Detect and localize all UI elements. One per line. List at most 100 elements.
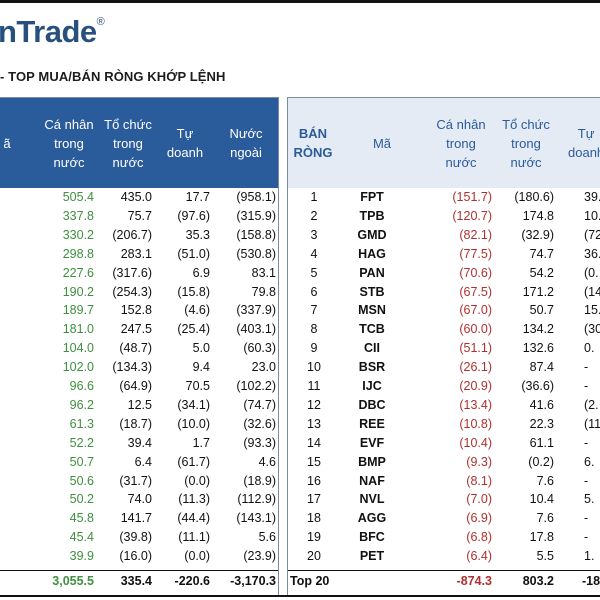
table-row: 19 BFC (6.8) 17.8 -: [288, 528, 600, 546]
cell-institution: (206.7): [112, 227, 152, 242]
cell-individual: (77.5): [459, 246, 492, 261]
cell-foreign: 23.0: [251, 360, 276, 375]
cell-institution: 41.6: [529, 397, 554, 412]
top-border: [0, 0, 600, 3]
cell-individual: 50.6: [69, 473, 94, 488]
table-row: 330.2 (206.7) 35.3 (158.8): [0, 226, 278, 244]
cell-rank: 18: [307, 511, 321, 526]
cell-proprietary: -: [584, 473, 589, 488]
table-row: 14 EVF (10.4) 61.1 -: [288, 434, 600, 452]
cell-proprietary: 6.9: [192, 265, 210, 280]
cell-individual: 102.0: [62, 360, 94, 375]
cell-individual: (60.0): [459, 322, 492, 337]
cell-institution: (64.9): [119, 379, 152, 393]
cell-proprietary: 70.5: [185, 379, 210, 393]
cell-institution: (16.0): [119, 549, 152, 564]
cell-code: PAN: [359, 265, 385, 280]
cell-code: DBC: [358, 397, 386, 412]
cell-proprietary: (2.: [584, 397, 599, 412]
cell-code: BMP: [358, 454, 386, 469]
cell-proprietary: (25.4): [177, 322, 210, 337]
cell-foreign: 79.8: [251, 284, 276, 299]
cell-institution: 74.7: [529, 246, 554, 261]
cell-proprietary: (72.: [584, 227, 600, 242]
cell-rank: 14: [307, 435, 321, 450]
table-row: 96.6 (64.9) 70.5 (102.2): [0, 377, 278, 395]
cell-proprietary: 15.: [584, 303, 600, 318]
cell-proprietary: 1.: [584, 549, 595, 564]
cell-rank: 11: [307, 379, 321, 393]
table-row: 3 GMD (82.1) (32.9) (72.: [288, 226, 600, 244]
cell-individual: (10.8): [459, 416, 492, 431]
total-label: Top 20: [290, 574, 330, 588]
cell-individual: 298.8: [62, 246, 94, 261]
cell-code: BFC: [359, 530, 385, 545]
cell-proprietary: 35.3: [185, 227, 210, 242]
cell-code: CII: [364, 341, 380, 356]
table-row: 96.2 12.5 (34.1) (74.7): [0, 396, 278, 414]
net-sell-table: BÁN RÒNG Mã Cá nhân trong nước Tổ chức t…: [287, 97, 600, 597]
cell-proprietary: (61.7): [177, 454, 210, 469]
cell-foreign: 4.6: [258, 454, 276, 469]
cell-institution: 171.2: [522, 284, 554, 299]
cell-foreign: (93.3): [243, 435, 276, 450]
cell-proprietary: (0.0): [184, 549, 210, 564]
cell-institution: 152.8: [120, 303, 152, 318]
header-rank: BÁN RÒNG: [293, 126, 333, 160]
header-code: Mã: [372, 135, 392, 151]
cell-individual: (8.1): [466, 473, 492, 488]
cell-institution: 283.1: [120, 246, 152, 261]
cell-proprietary: 39.: [584, 190, 600, 204]
cell-code: GMD: [357, 227, 387, 242]
cell-institution: (134.3): [112, 360, 152, 375]
cell-proprietary: (0.0): [184, 473, 210, 488]
table-row: 181.0 247.5 (25.4) (403.1): [0, 320, 278, 338]
cell-individual: (67.0): [459, 303, 492, 318]
cell-foreign: (958.1): [236, 190, 276, 204]
table-row: 5 PAN (70.6) 54.2 (0.: [288, 264, 600, 282]
cell-proprietary: -: [584, 511, 589, 526]
cell-institution: 6.4: [134, 454, 152, 469]
cell-individual: 45.4: [69, 530, 94, 545]
cell-institution: 134.2: [522, 322, 554, 337]
table-row: 11 IJC (20.9) (36.6) -: [288, 377, 600, 395]
cell-foreign: (403.1): [236, 322, 276, 337]
cell-institution: 7.6: [536, 511, 554, 526]
table-row: 20 PET (6.4) 5.5 1.: [288, 547, 600, 565]
cell-individual: (9.3): [466, 454, 492, 469]
net-sell-table-header: BÁN RÒNG Mã Cá nhân trong nước Tổ chức t…: [288, 97, 600, 188]
cell-individual: (20.9): [459, 379, 492, 393]
cell-rank: 5: [310, 265, 318, 280]
cell-institution: (48.7): [119, 341, 152, 356]
cell-institution: (32.9): [521, 227, 554, 242]
table-row: 39.9 (16.0) (0.0) (23.9): [0, 547, 278, 565]
cell-institution: 7.6: [536, 473, 554, 488]
table-row: 12 DBC (13.4) 41.6 (2.: [288, 396, 600, 414]
cell-rank: 6: [310, 284, 318, 299]
cell-individual: (67.5): [459, 284, 492, 299]
cell-proprietary: (97.6): [177, 208, 210, 223]
table-row: 7 MSN (67.0) 50.7 15.: [288, 301, 600, 319]
net-buy-table-header: ã Cá nhân trong nước Tổ chức trong nước …: [0, 97, 278, 188]
cell-institution: 132.6: [522, 341, 554, 356]
table-row: 9 CII (51.1) 132.6 0.: [288, 339, 600, 357]
cell-code: HAG: [358, 246, 386, 261]
cell-institution: 17.8: [529, 530, 554, 545]
cell-code: BSR: [358, 360, 386, 375]
table-row: 50.7 6.4 (61.7) 4.6: [0, 453, 278, 471]
cell-institution: 87.4: [529, 360, 554, 375]
brand-logo: nTrade®: [0, 14, 105, 49]
cell-proprietary: (0.: [584, 265, 599, 280]
cell-individual: 190.2: [62, 284, 94, 299]
cell-foreign: 83.1: [251, 265, 276, 280]
cell-rank: 10: [307, 360, 321, 375]
total-institution: 803.2: [522, 574, 554, 588]
cell-individual: 50.2: [69, 492, 94, 507]
total-individual: -874.3: [456, 574, 492, 588]
cell-institution: 74.0: [127, 492, 152, 507]
cell-institution: 247.5: [120, 322, 152, 337]
header-proprietary: Tự doanh: [568, 126, 600, 160]
cell-rank: 19: [307, 530, 321, 545]
cell-rank: 16: [307, 473, 321, 488]
cell-institution: 22.3: [529, 416, 554, 431]
